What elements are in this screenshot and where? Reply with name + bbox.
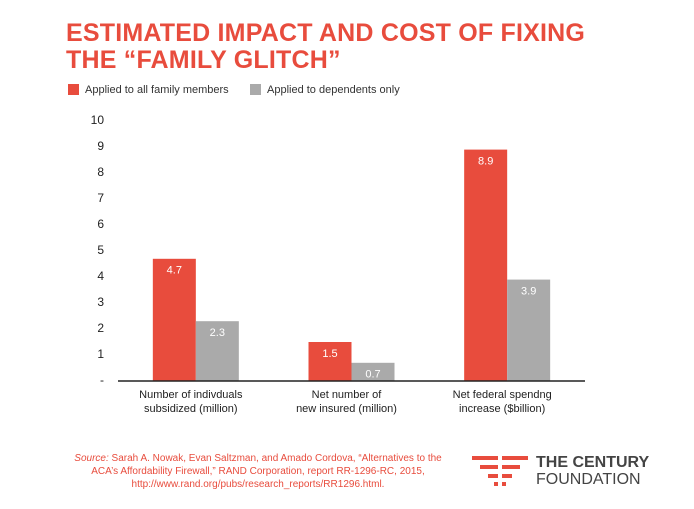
bar bbox=[464, 149, 508, 381]
x-tick-label-line: Number of indivduals bbox=[139, 389, 243, 401]
y-tick-label: 5 bbox=[97, 243, 104, 257]
source: Source: Sarah A. Nowak, Evan Saltzman, a… bbox=[68, 452, 448, 491]
bar bbox=[351, 362, 395, 381]
value-label: 4.7 bbox=[167, 265, 182, 277]
x-tick-label: Net number of new insured (million) bbox=[296, 389, 397, 415]
chart-title: ESTIMATED IMPACT AND COST OF FIXING THE … bbox=[66, 19, 586, 74]
value-label: 8.9 bbox=[478, 156, 493, 168]
bar bbox=[308, 342, 352, 381]
x-tick-label: Number of indivduals subsidized (million) bbox=[139, 389, 243, 415]
y-tick-label: 2 bbox=[97, 321, 104, 335]
y-tick-label: 6 bbox=[97, 217, 104, 231]
x-tick-label-line: subsidized (million) bbox=[144, 403, 238, 415]
value-label: 1.5 bbox=[322, 348, 337, 360]
value-label: 3.9 bbox=[521, 286, 536, 298]
logo-line: FOUNDATION bbox=[536, 471, 641, 488]
y-tick-label: 10 bbox=[91, 113, 105, 127]
y-tick-label: 7 bbox=[97, 191, 104, 205]
y-tick-label: 1 bbox=[97, 347, 104, 361]
x-tick-label: Net federal spendng increase ($billion) bbox=[453, 389, 552, 415]
y-tick-label: 8 bbox=[97, 165, 104, 179]
logo: THE CENTURY FOUNDATION bbox=[472, 454, 672, 488]
legend-label: Applied to all family members bbox=[85, 84, 229, 96]
x-tick-label-line: Net federal spendng bbox=[453, 389, 552, 401]
source-label: Source: bbox=[74, 453, 109, 464]
x-tick-label-line: Net number of bbox=[312, 389, 383, 401]
source-line: http://www.rand.org/pubs/research_report… bbox=[131, 479, 385, 490]
logo-text: THE CENTURY FOUNDATION bbox=[536, 454, 649, 488]
logo-icon bbox=[472, 456, 528, 486]
bar bbox=[195, 321, 239, 381]
source-line: Sarah A. Nowak, Evan Saltzman, and Amado… bbox=[111, 453, 426, 464]
x-tick-label-line: increase ($billion) bbox=[459, 403, 545, 415]
y-tick-label: 9 bbox=[97, 139, 104, 153]
source-line: the ACA’s Affordability Firewall,” RAND … bbox=[91, 453, 442, 477]
bar bbox=[152, 258, 196, 381]
y-tick-label: - bbox=[100, 373, 104, 387]
legend-swatch bbox=[250, 84, 261, 95]
y-tick-label: 3 bbox=[97, 295, 104, 309]
x-tick-label-line: new insured (million) bbox=[296, 403, 397, 415]
value-label: 0.7 bbox=[365, 369, 380, 381]
value-label: 2.3 bbox=[210, 327, 225, 339]
legend-label: Applied to dependents only bbox=[267, 84, 400, 96]
legend-swatch bbox=[68, 84, 79, 95]
bar bbox=[507, 279, 551, 381]
logo-line: THE CENTURY bbox=[536, 454, 650, 471]
y-tick-label: 4 bbox=[97, 269, 104, 283]
